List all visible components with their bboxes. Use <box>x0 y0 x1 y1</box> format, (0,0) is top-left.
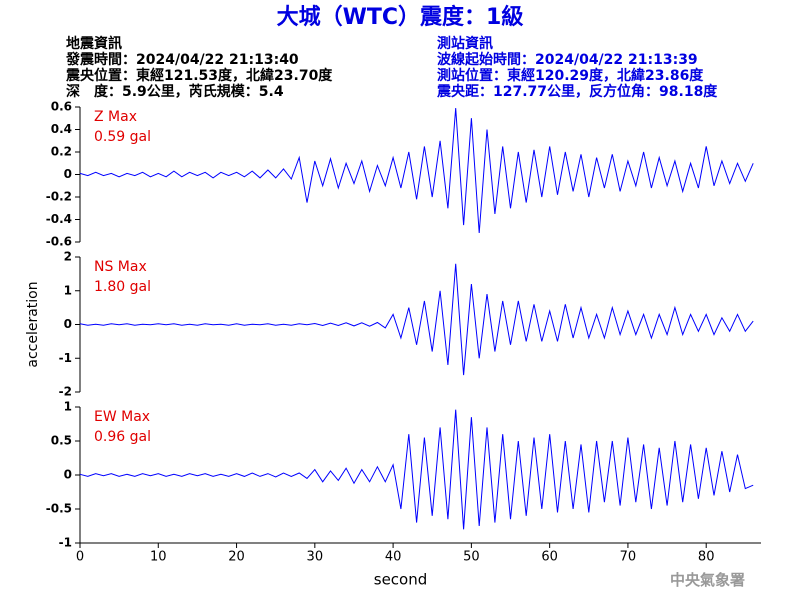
x-tick-label: 80 <box>698 550 715 565</box>
y-tick-label: -0.5 <box>46 502 72 516</box>
y-tick-label: 0.6 <box>51 100 72 114</box>
footer: 中央氣象署 <box>670 571 745 589</box>
info-line: 發震時間：2024/04/22 21:13:40 <box>65 51 299 68</box>
y-tick-label: 0.4 <box>51 122 72 136</box>
info-line: 地震資訊 <box>66 35 122 52</box>
station-line: 波線起始時間：2024/04/22 21:13:39 <box>437 51 698 68</box>
x-tick-label: 70 <box>620 550 637 565</box>
y-tick-label: 0.5 <box>51 434 72 448</box>
station-line: 測站位置：東經120.29度，北緯23.86度 <box>437 67 704 84</box>
y-tick-label: -0.4 <box>46 212 72 226</box>
y-tick-label: 0 <box>64 167 72 181</box>
x-tick-label: 20 <box>228 550 245 565</box>
y-tick-label: -1 <box>59 536 72 550</box>
y-tick-label: 0 <box>64 468 72 482</box>
station-line: 震央距：127.77公里，反方位角：98.18度 <box>436 83 718 100</box>
y-tick-label: -0.6 <box>46 235 72 249</box>
y-axis-label: acceleration <box>25 281 41 367</box>
x-tick-label: 50 <box>463 550 480 565</box>
y-tick-label: 2 <box>64 250 72 264</box>
y-tick-label: -2 <box>59 385 72 399</box>
waveform <box>79 409 754 530</box>
x-tick-label: 0 <box>76 550 84 565</box>
waveform <box>79 263 754 376</box>
station-line: 測站資訊 <box>437 35 493 52</box>
annotation: Z Max <box>94 109 137 125</box>
y-tick-label: -1 <box>59 351 72 365</box>
chart-title: 大城（WTC）震度：1級 <box>277 4 524 30</box>
y-tick-label: 1 <box>64 283 72 297</box>
x-tick-label: 30 <box>307 550 324 565</box>
x-tick-label: 10 <box>150 550 167 565</box>
y-tick-label: 1 <box>64 400 72 414</box>
x-tick-label: 60 <box>541 550 558 565</box>
x-axis-label: second <box>374 571 428 589</box>
annotation: 0.59 gal <box>94 129 151 145</box>
annotation: EW Max <box>94 409 150 425</box>
y-tick-label: 0.2 <box>51 145 72 159</box>
y-tick-label: -0.2 <box>46 190 72 204</box>
annotation: NS Max <box>94 259 147 275</box>
annotation: 1.80 gal <box>94 279 151 295</box>
y-tick-label: 0 <box>64 317 72 331</box>
info-line: 深 度：5.9公里，芮氏規模：5.4 <box>66 83 284 100</box>
info-line: 震央位置：東經121.53度，北緯23.70度 <box>65 67 333 84</box>
waveform <box>79 108 754 234</box>
annotation: 0.96 gal <box>94 429 151 445</box>
x-tick-label: 40 <box>385 550 402 565</box>
